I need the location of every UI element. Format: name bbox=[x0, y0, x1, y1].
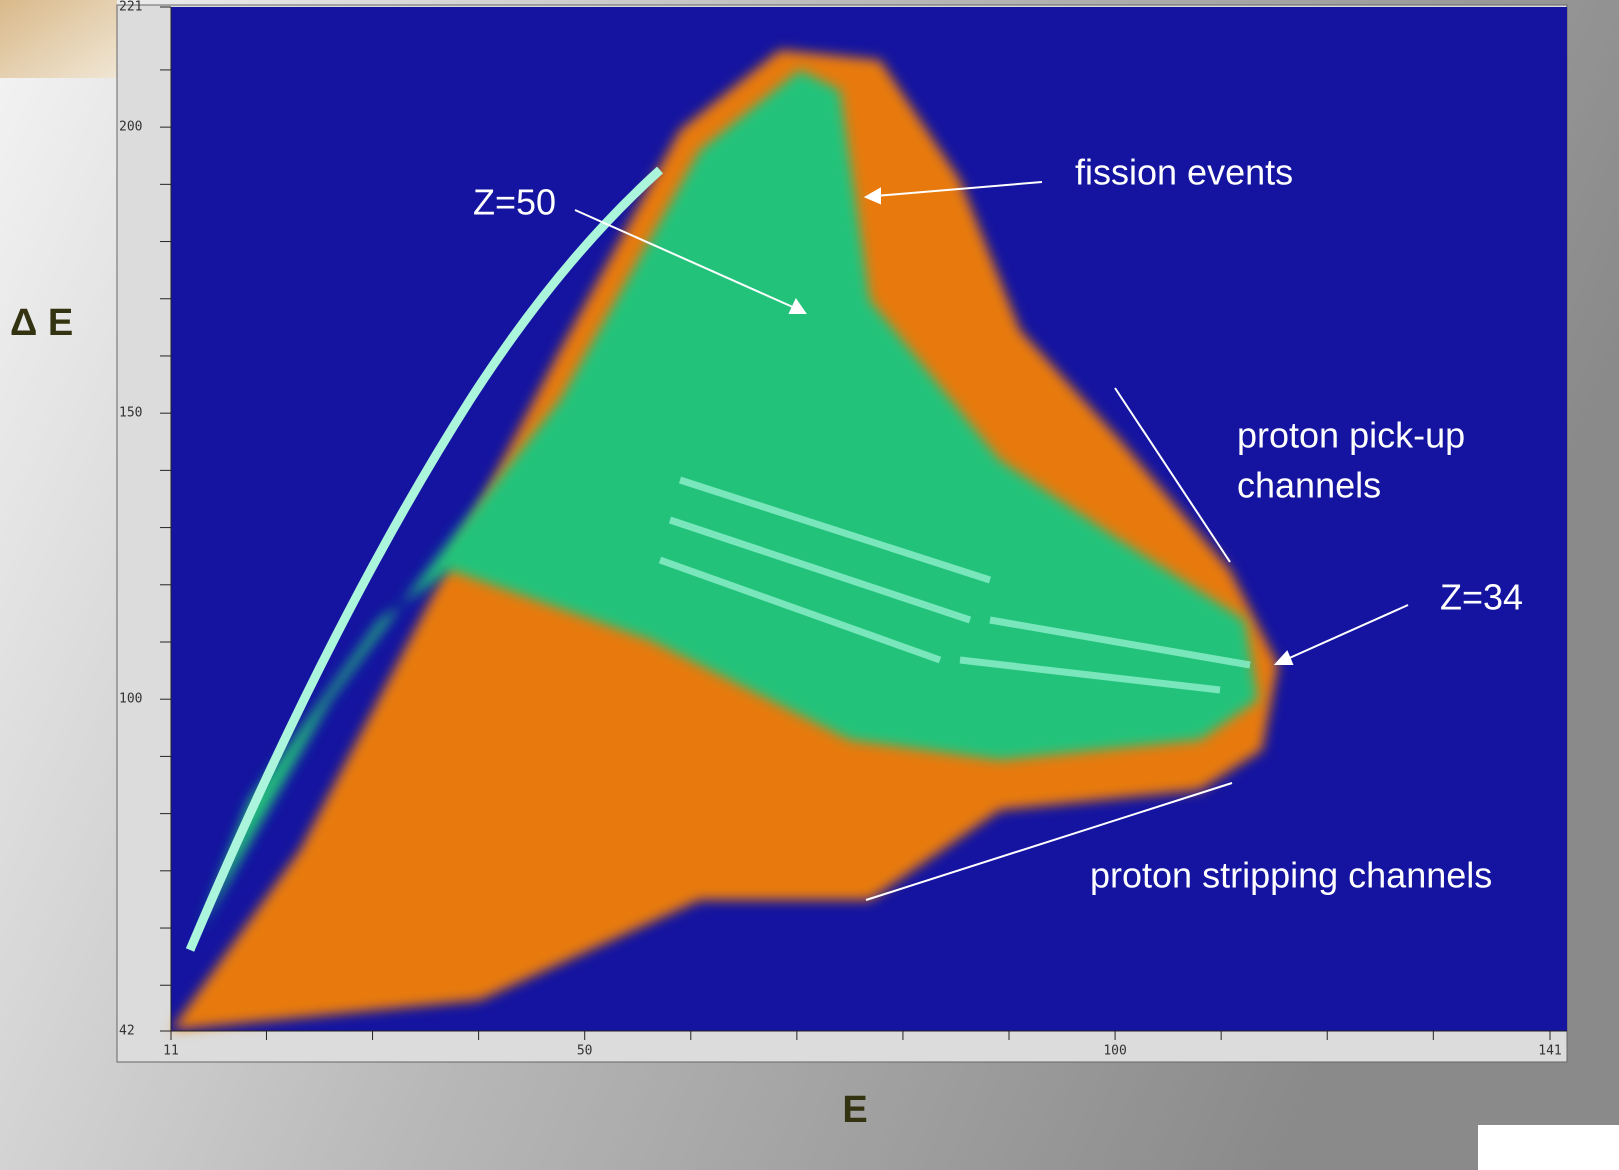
x-tick-label: 100 bbox=[1103, 1044, 1126, 1059]
annotation: Z=50 bbox=[473, 182, 556, 223]
annotation: proton pick-up bbox=[1237, 415, 1465, 456]
annotation: channels bbox=[1237, 465, 1381, 506]
y-tick-label: 100 bbox=[119, 692, 142, 707]
y-axis-label: Δ E bbox=[10, 302, 73, 344]
x-tick-label: 141 bbox=[1538, 1044, 1561, 1059]
corner-image bbox=[0, 0, 117, 78]
y-tick-label: 200 bbox=[119, 120, 142, 135]
corner-box bbox=[1478, 1125, 1619, 1170]
x-axis-label: E bbox=[842, 1089, 867, 1131]
annotation: fission events bbox=[1075, 152, 1293, 193]
x-tick-label: 50 bbox=[577, 1044, 593, 1059]
y-tick-label: 42 bbox=[119, 1024, 135, 1039]
page: Δ E E fission events Z=50 proton pick-up… bbox=[0, 0, 1619, 1170]
slide: Δ E E fission events Z=50 proton pick-up… bbox=[0, 0, 1619, 1170]
x-tick-label: 11 bbox=[163, 1044, 179, 1059]
annotation: Z=34 bbox=[1440, 577, 1523, 618]
y-tick-label: 221 bbox=[119, 0, 142, 15]
y-tick-label: 150 bbox=[119, 406, 142, 421]
annotation: proton stripping channels bbox=[1090, 855, 1492, 896]
